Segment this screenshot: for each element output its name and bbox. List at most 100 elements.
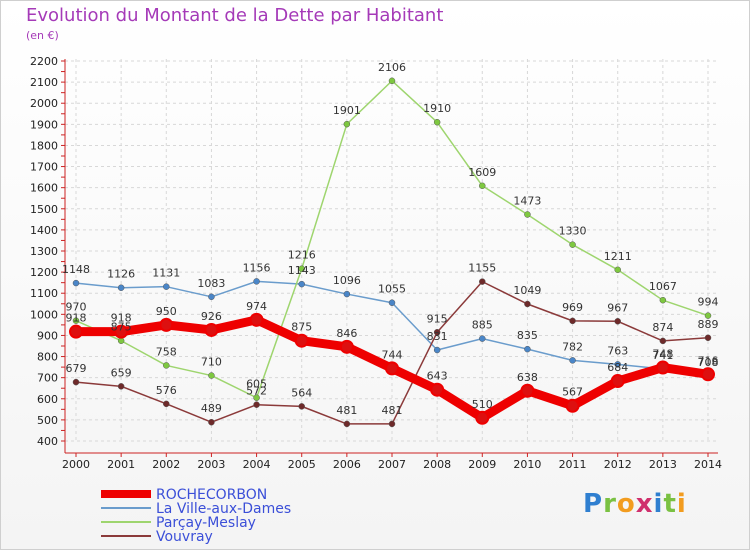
proxiti-logo: Proxiti <box>583 489 687 519</box>
data-point <box>253 278 260 285</box>
data-label: 572 <box>246 385 267 398</box>
data-point <box>614 361 621 368</box>
data-point <box>163 400 170 408</box>
data-label: 605 <box>246 378 267 391</box>
data-label: 1901 <box>333 104 361 117</box>
data-point <box>388 420 396 428</box>
x-tick-label: 2013 <box>649 458 677 471</box>
data-label: 481 <box>336 404 357 417</box>
chart-subtitle: (en €) <box>26 29 59 42</box>
data-point <box>294 333 309 348</box>
data-label: 1609 <box>468 166 496 179</box>
data-label: 1049 <box>513 284 541 297</box>
data-label: 643 <box>427 370 448 383</box>
data-point <box>659 337 667 345</box>
data-label: 782 <box>562 340 583 353</box>
y-tick-label: 1800 <box>30 139 58 152</box>
x-tick-label: 2003 <box>197 458 225 471</box>
y-tick-label: 1200 <box>30 266 58 279</box>
data-point <box>388 299 396 306</box>
data-label: 1211 <box>604 250 632 263</box>
data-label: 831 <box>427 330 448 343</box>
data-label: 2106 <box>378 61 406 74</box>
data-point <box>475 410 490 425</box>
data-label: 846 <box>336 327 357 340</box>
data-point <box>298 265 305 272</box>
data-point <box>433 118 441 126</box>
data-point <box>208 293 215 301</box>
data-point <box>524 300 531 308</box>
data-label: 564 <box>291 386 312 399</box>
y-tick-label: 2000 <box>30 97 58 110</box>
x-tick-label: 2005 <box>288 458 316 471</box>
data-label: 659 <box>111 366 132 379</box>
x-tick-label: 2012 <box>604 458 632 471</box>
legend-label: ROCHECORBON <box>156 487 267 503</box>
data-point <box>163 283 170 290</box>
data-point <box>479 182 486 190</box>
data-point <box>614 266 621 274</box>
data-point <box>343 120 351 128</box>
y-tick-label: 1500 <box>30 203 58 216</box>
data-point <box>479 278 486 285</box>
y-tick-label: 1900 <box>30 118 58 131</box>
data-label: 758 <box>156 345 177 358</box>
data-label: 967 <box>607 301 628 314</box>
data-point <box>704 312 712 319</box>
data-point <box>565 398 580 413</box>
data-point <box>520 383 535 398</box>
x-tick-label: 2010 <box>513 458 541 471</box>
data-label: 918 <box>66 312 87 325</box>
x-tick-label: 2011 <box>559 458 587 471</box>
y-tick-label: 2200 <box>30 55 58 68</box>
data-point <box>385 361 399 376</box>
logo-letter: r <box>603 489 617 519</box>
data-point <box>117 383 125 390</box>
data-label: 489 <box>201 402 222 415</box>
data-label: 1083 <box>197 277 225 290</box>
data-point <box>524 211 531 218</box>
x-tick-label: 2008 <box>423 458 451 471</box>
data-label: 1143 <box>288 264 316 277</box>
legend-label: Parçay-Meslay <box>156 515 256 531</box>
data-label: 926 <box>201 310 222 323</box>
y-tick-label: 900 <box>37 329 58 342</box>
data-point <box>72 317 80 324</box>
logo-letter: o <box>616 489 636 519</box>
data-point <box>479 335 486 342</box>
data-label: 567 <box>562 386 583 399</box>
data-label: 763 <box>607 344 628 357</box>
data-point <box>701 367 715 382</box>
logo-letter: P <box>583 489 604 519</box>
data-point <box>524 345 531 353</box>
chart-title: Evolution du Montant de la Dette par Hab… <box>26 5 444 26</box>
legend-label: Vouvray <box>156 529 213 545</box>
data-point <box>614 318 621 325</box>
logo-letter: t <box>663 489 677 519</box>
data-label: 1055 <box>378 283 406 296</box>
data-label: 1216 <box>288 249 316 262</box>
data-label: 748 <box>652 348 673 361</box>
data-point <box>208 372 215 379</box>
data-label: 1096 <box>333 274 361 287</box>
data-label: 889 <box>698 318 719 331</box>
data-point <box>343 290 351 298</box>
x-tick-label: 2014 <box>694 458 722 471</box>
data-label: 510 <box>472 398 493 411</box>
data-label: 874 <box>652 321 673 334</box>
data-point <box>163 362 170 369</box>
legend-label: La Ville-aux-Dames <box>156 501 291 517</box>
data-point <box>72 378 80 386</box>
data-point <box>704 334 712 342</box>
y-tick-label: 700 <box>37 372 58 385</box>
data-label: 915 <box>427 312 448 325</box>
data-point <box>117 284 125 291</box>
data-label: 741 <box>652 349 673 362</box>
data-label: 918 <box>111 312 132 325</box>
data-label: 708 <box>698 356 719 369</box>
data-label: 638 <box>517 371 538 384</box>
data-point <box>114 324 129 339</box>
data-point <box>208 418 215 426</box>
y-tick-label: 1400 <box>30 224 58 237</box>
